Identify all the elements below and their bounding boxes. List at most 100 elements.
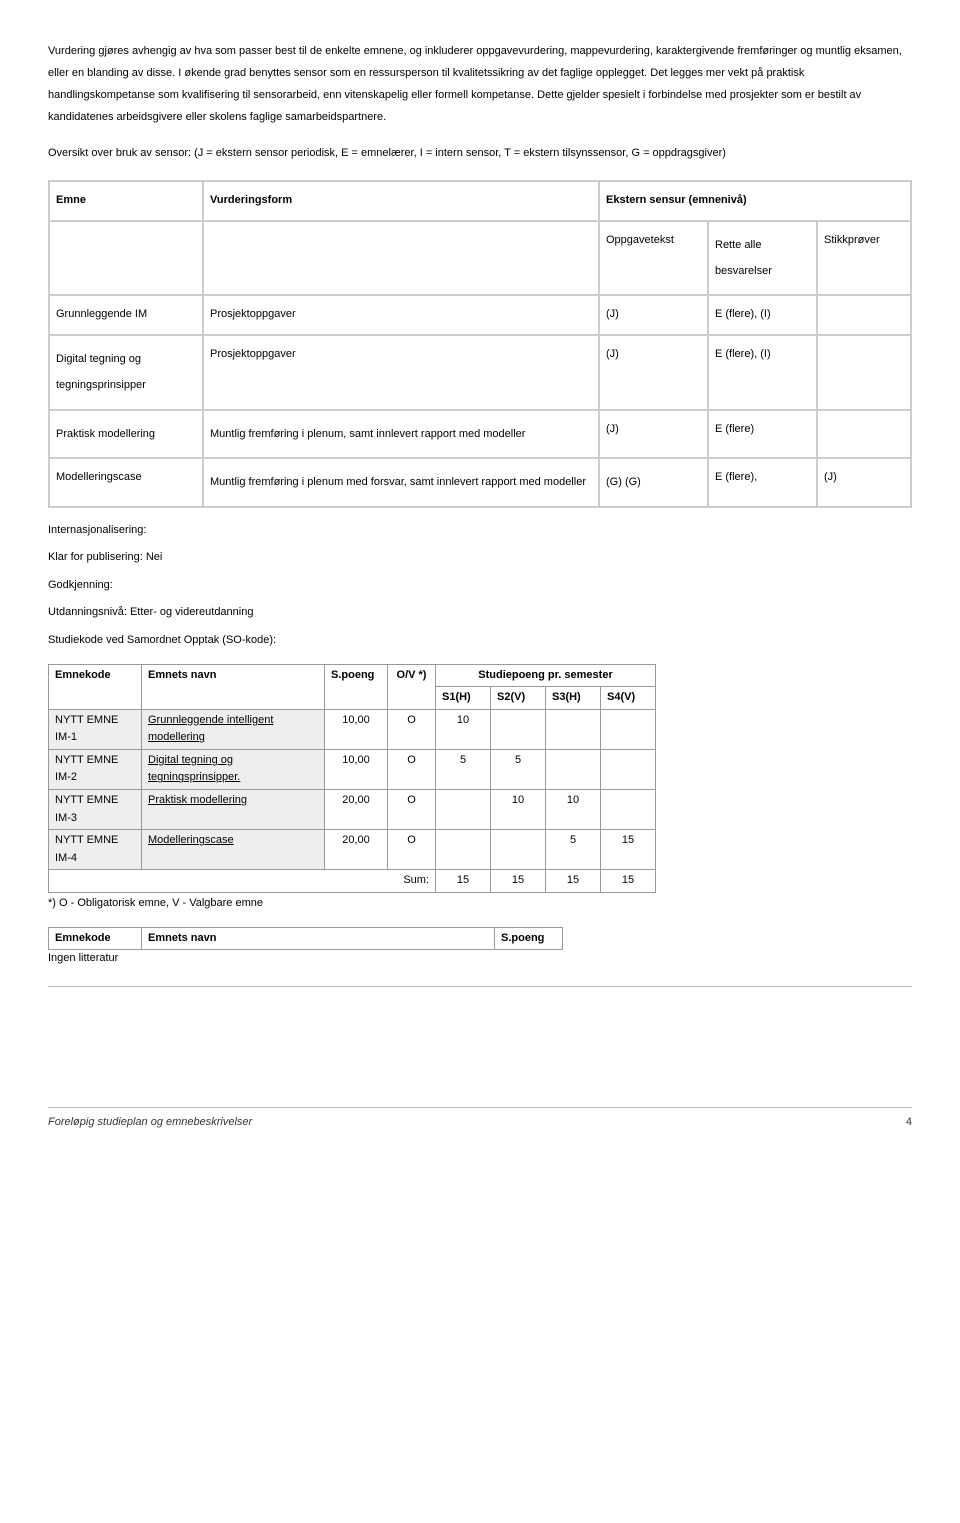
col-s4: S4(V) — [601, 687, 656, 710]
cell-sp: 10,00 — [325, 749, 388, 789]
cell-emne: Modelleringscase — [49, 458, 203, 506]
cell-vurd: Prosjektoppgaver — [203, 335, 599, 410]
course-footnote: *) O - Obligatorisk emne, V - Valgbare e… — [48, 895, 912, 913]
cell-c3 — [817, 410, 911, 458]
cell-kode: NYTT EMNE IM-4 — [49, 830, 142, 870]
cell-s2 — [491, 709, 546, 749]
subcol-stikk: Stikkprøver — [817, 221, 911, 296]
cell-s3 — [546, 749, 601, 789]
col-vurdering: Vurderingsform — [203, 181, 599, 221]
col-s3: S3(H) — [546, 687, 601, 710]
table-row: Modelleringscase Muntlig fremføring i pl… — [49, 458, 911, 506]
cell-vurd: Prosjektoppgaver — [203, 295, 599, 335]
cell-c3 — [817, 335, 911, 410]
cell-s3 — [546, 709, 601, 749]
cell-s4 — [601, 749, 656, 789]
course-link[interactable]: Modelleringscase — [148, 834, 234, 846]
col-sensur: Ekstern sensur (emnenivå) — [599, 181, 911, 221]
cell-c2: E (flere) — [708, 410, 817, 458]
cell-kode: NYTT EMNE IM-3 — [49, 790, 142, 830]
cell-c3: (J) — [817, 458, 911, 506]
subcol-rette: Rette alle besvarelser — [708, 221, 817, 296]
meta-klar: Klar for publisering: Nei — [48, 549, 912, 567]
course-link[interactable]: Grunnleggende intelligent modellering — [148, 714, 273, 744]
sum-s1: 15 — [436, 870, 491, 893]
cell-s4 — [601, 790, 656, 830]
meta-so: Studiekode ved Samordnet Opptak (SO-kode… — [48, 632, 912, 650]
page-footer: Foreløpig studieplan og emnebeskrivelser… — [48, 1107, 912, 1132]
cell-navn: Praktisk modellering — [142, 790, 325, 830]
meta-utd: Utdanningsnivå: Etter- og videreutdannin… — [48, 604, 912, 622]
cell-vurd: Muntlig fremføring i plenum, samt innlev… — [203, 410, 599, 458]
meta-list: Internasjonalisering: Klar for publiseri… — [48, 522, 912, 650]
cell-s2: 5 — [491, 749, 546, 789]
cell-c2: E (flere), (I) — [708, 295, 817, 335]
cell-sp: 10,00 — [325, 709, 388, 749]
cell-c1: (J) — [599, 295, 708, 335]
cell-c1: (J) — [599, 410, 708, 458]
cell-sp: 20,00 — [325, 790, 388, 830]
paragraph-sensor-overview: Oversikt over bruk av sensor: (J = ekste… — [48, 142, 912, 164]
table-row: NYTT EMNE IM-2 Digital tegning og tegnin… — [49, 749, 656, 789]
cell-empty — [49, 221, 203, 296]
sum-s3: 15 — [546, 870, 601, 893]
sum-s2: 15 — [491, 870, 546, 893]
cell-s4: 15 — [601, 830, 656, 870]
table-row: NYTT EMNE IM-3 Praktisk modellering 20,0… — [49, 790, 656, 830]
col-emne: Emne — [49, 181, 203, 221]
cell-s2: 10 — [491, 790, 546, 830]
paragraph-assessment: Vurdering gjøres avhengig av hva som pas… — [48, 40, 912, 128]
meta-godk: Godkjenning: — [48, 577, 912, 595]
cell-emne: Praktisk modellering — [49, 410, 203, 458]
cell-s2 — [491, 830, 546, 870]
cell-s1: 10 — [436, 709, 491, 749]
cell-navn: Grunnleggende intelligent modellering — [142, 709, 325, 749]
col-s2: S2(V) — [491, 687, 546, 710]
cell-vurd: Muntlig fremføring i plenum med forsvar,… — [203, 458, 599, 506]
course-table: Emnekode Emnets navn S.poeng O/V *) Stud… — [48, 664, 656, 894]
cell-s1: 5 — [436, 749, 491, 789]
lit-table: Emnekode Emnets navn S.poeng — [48, 927, 563, 951]
col-sp: S.poeng — [325, 664, 388, 709]
cell-kode: NYTT EMNE IM-1 — [49, 709, 142, 749]
cell-navn: Modelleringscase — [142, 830, 325, 870]
table-row: Grunnleggende IM Prosjektoppgaver (J) E … — [49, 295, 911, 335]
cell-emne: Grunnleggende IM — [49, 295, 203, 335]
cell-emne: Digital tegning og tegningsprinsipper — [49, 335, 203, 410]
cell-c2: E (flere), — [708, 458, 817, 506]
cell-ov: O — [388, 830, 436, 870]
assessment-table: Emne Vurderingsform Ekstern sensur (emne… — [48, 180, 912, 508]
course-link[interactable]: Praktisk modellering — [148, 794, 247, 806]
cell-s1 — [436, 790, 491, 830]
cell-sp: 20,00 — [325, 830, 388, 870]
cell-c3 — [817, 295, 911, 335]
footer-text: Foreløpig studieplan og emnebeskrivelser — [48, 1114, 252, 1132]
course-link[interactable]: Digital tegning og tegningsprinsipper. — [148, 754, 240, 784]
table-row: Praktisk modellering Muntlig fremføring … — [49, 410, 911, 458]
col-sp: S.poeng — [495, 927, 563, 950]
cell-s1 — [436, 830, 491, 870]
col-kode: Emnekode — [49, 664, 142, 709]
lit-note: Ingen litteratur — [48, 950, 912, 968]
meta-intl: Internasjonalisering: — [48, 522, 912, 540]
col-kode: Emnekode — [49, 927, 142, 950]
subcol-oppgave: Oppgavetekst — [599, 221, 708, 296]
table-row: NYTT EMNE IM-1 Grunnleggende intelligent… — [49, 709, 656, 749]
cell-navn: Digital tegning og tegningsprinsipper. — [142, 749, 325, 789]
cell-ov: O — [388, 709, 436, 749]
cell-s3: 5 — [546, 830, 601, 870]
cell-kode: NYTT EMNE IM-2 — [49, 749, 142, 789]
cell-s3: 10 — [546, 790, 601, 830]
table-row: Digital tegning og tegningsprinsipper Pr… — [49, 335, 911, 410]
table-row: NYTT EMNE IM-4 Modelleringscase 20,00 O … — [49, 830, 656, 870]
cell-c1: (J) — [599, 335, 708, 410]
page-number: 4 — [906, 1114, 912, 1132]
table-row-sum: Sum: 15 15 15 15 — [49, 870, 656, 893]
cell-c1: (G) (G) — [599, 458, 708, 506]
sum-label: Sum: — [49, 870, 436, 893]
cell-ov: O — [388, 790, 436, 830]
sum-s4: 15 — [601, 870, 656, 893]
col-navn: Emnets navn — [142, 664, 325, 709]
cell-c2: E (flere), (I) — [708, 335, 817, 410]
col-ov: O/V *) — [388, 664, 436, 709]
